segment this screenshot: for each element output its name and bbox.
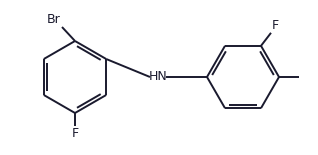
Text: HN: HN [149,71,167,84]
Text: Br: Br [47,13,61,26]
Text: F: F [272,19,279,32]
Text: F: F [72,127,79,140]
